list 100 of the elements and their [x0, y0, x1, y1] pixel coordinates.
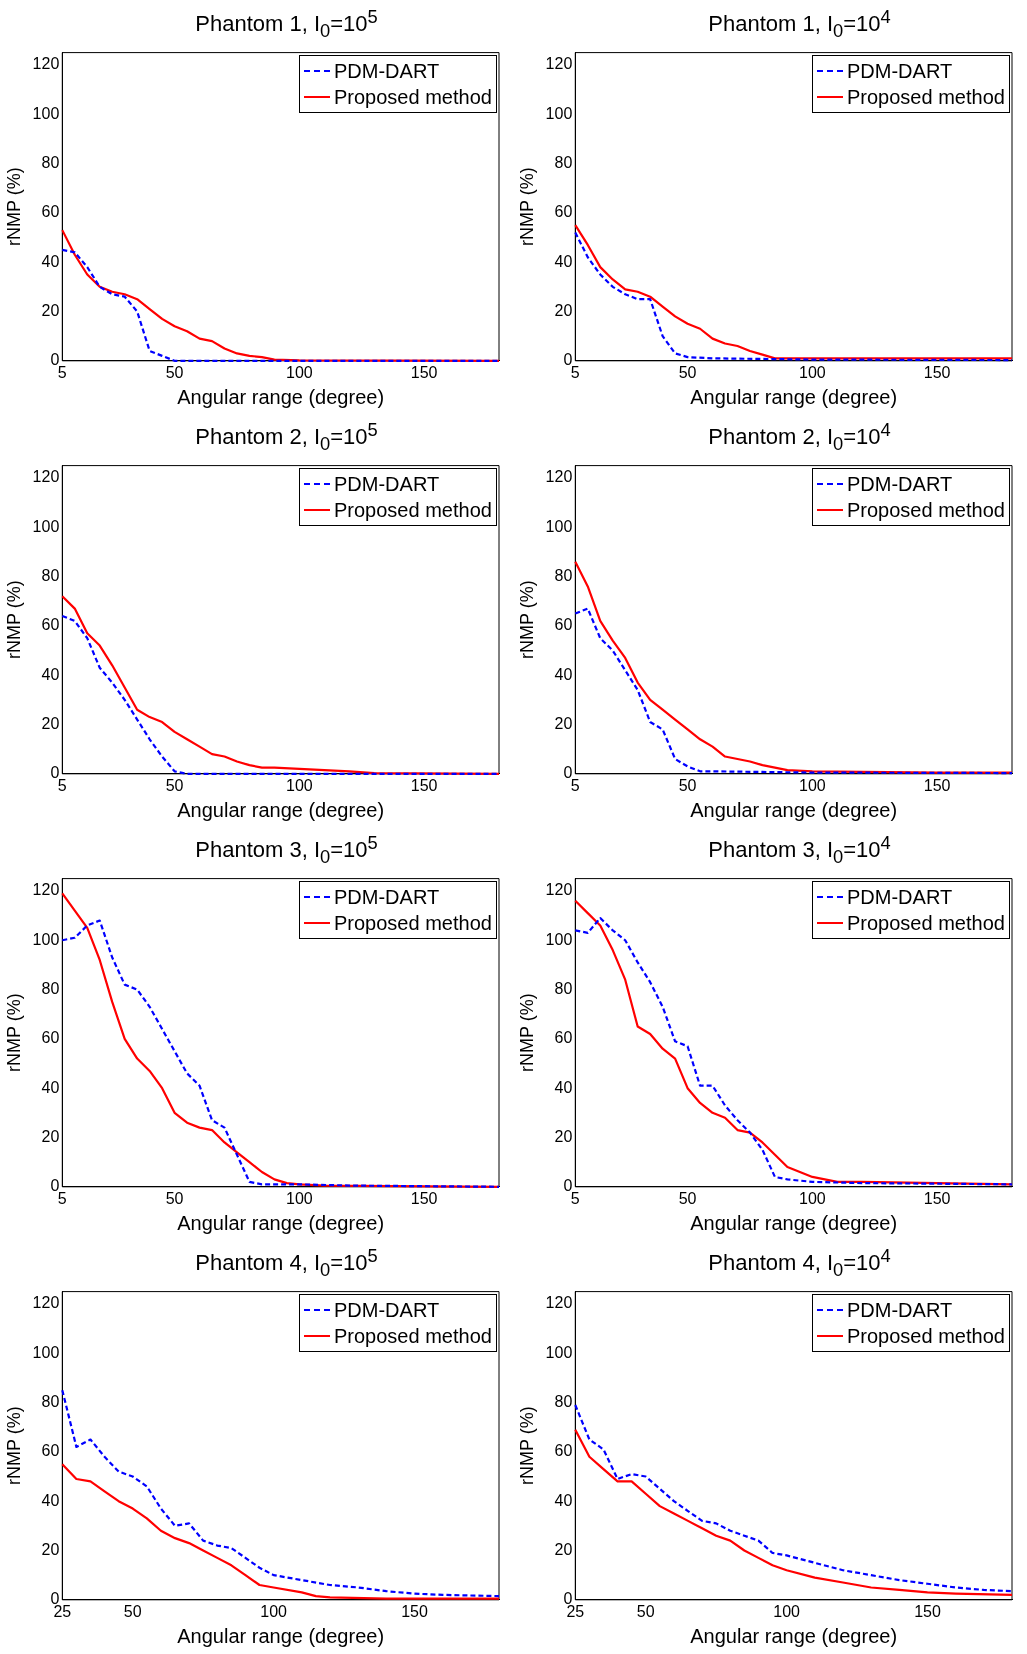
y-tick-label: 20	[41, 1540, 60, 1558]
legend-label: PDM-DART	[847, 58, 953, 84]
y-tick-label: 0	[563, 764, 573, 782]
chart-title: Phantom 1, I$_{0}$=10$^{4}$	[707, 6, 892, 42]
y-tick-label: 20	[41, 714, 60, 732]
x-tick-label: 150	[923, 776, 951, 794]
legend-label: Proposed method	[334, 910, 492, 936]
x-tick-label: 100	[260, 1602, 288, 1620]
y-tick-label: 80	[554, 153, 573, 171]
y-tick-label: 20	[41, 301, 60, 319]
y-tick-label: 120	[545, 468, 573, 486]
legend-label: Proposed method	[334, 497, 492, 523]
y-tick-label: 120	[545, 881, 573, 899]
y-axis-title: rNMP (%)	[516, 993, 537, 1073]
y-tick-label: 40	[41, 1078, 60, 1096]
y-tick-label: 80	[554, 1392, 573, 1410]
y-tick-label: 80	[41, 566, 60, 584]
x-tick-label: 150	[410, 363, 438, 381]
chart-title: Phantom 1, I$_{0}$=10$^{5}$	[194, 6, 379, 42]
y-tick-label: 20	[41, 1127, 60, 1145]
y-tick-label: 80	[41, 1392, 60, 1410]
y-tick-label: 40	[554, 1078, 573, 1096]
legend-label: PDM-DART	[334, 58, 440, 84]
y-tick-label: 100	[32, 930, 60, 948]
x-tick-label: 100	[286, 1189, 313, 1207]
y-tick-label: 120	[32, 55, 60, 73]
y-axis-title: rNMP (%)	[516, 1406, 537, 1486]
legend-label: PDM-DART	[847, 884, 953, 910]
x-tick-label: 150	[410, 776, 438, 794]
x-tick-label: 50	[165, 363, 184, 381]
y-tick-label: 100	[32, 1343, 60, 1361]
x-tick-label: 150	[401, 1602, 428, 1620]
y-tick-label: 100	[545, 517, 573, 535]
x-tick-label: 50	[636, 1602, 655, 1620]
y-tick-label: 20	[554, 301, 573, 319]
x-tick-label: 150	[410, 1189, 438, 1207]
y-axis-title: rNMP (%)	[516, 167, 537, 247]
legend-label: Proposed method	[334, 1323, 492, 1349]
x-tick-label: 100	[286, 363, 313, 381]
x-tick-label: 150	[923, 363, 951, 381]
y-tick-label: 20	[554, 1540, 573, 1558]
y-tick-label: 60	[554, 616, 573, 634]
y-tick-label: 100	[545, 104, 573, 122]
x-axis-title: Angular range (degree)	[177, 1624, 385, 1647]
y-tick-label: 60	[554, 1029, 573, 1047]
chart-title: Phantom 2, I$_{0}$=10$^{4}$	[707, 419, 892, 455]
y-tick-label: 80	[554, 979, 573, 997]
y-axis-title: rNMP (%)	[3, 580, 24, 660]
y-tick-label: 120	[32, 1294, 60, 1312]
legend-label: Proposed method	[847, 910, 1005, 936]
x-axis-title: Angular range (degree)	[177, 385, 385, 408]
x-tick-label: 100	[286, 776, 313, 794]
y-tick-label: 60	[41, 1029, 60, 1047]
y-tick-label: 120	[32, 468, 60, 486]
y-tick-label: 40	[554, 665, 573, 683]
y-tick-label: 100	[545, 1343, 573, 1361]
legend-label: PDM-DART	[847, 1297, 953, 1323]
x-tick-label: 100	[799, 1189, 826, 1207]
x-tick-label: 50	[678, 363, 697, 381]
x-tick-label: 50	[678, 1189, 697, 1207]
y-axis-title: rNMP (%)	[516, 580, 537, 660]
x-axis-title: Angular range (degree)	[690, 1624, 898, 1647]
x-tick-label: 100	[799, 363, 826, 381]
chart-title: Phantom 4, I$_{0}$=10$^{5}$	[194, 1245, 379, 1281]
x-tick-label: 5	[57, 1189, 67, 1207]
y-tick-label: 100	[545, 930, 573, 948]
y-tick-label: 80	[41, 153, 60, 171]
x-tick-label: 50	[165, 1189, 184, 1207]
legend-label: Proposed method	[847, 1323, 1005, 1349]
x-tick-label: 50	[678, 776, 697, 794]
x-tick-label: 100	[799, 776, 826, 794]
y-tick-label: 60	[41, 1442, 60, 1460]
y-tick-label: 60	[41, 616, 60, 634]
x-tick-label: 5	[57, 776, 67, 794]
y-tick-label: 60	[41, 203, 60, 221]
y-tick-label: 120	[32, 881, 60, 899]
x-tick-label: 150	[914, 1602, 941, 1620]
y-axis-title: rNMP (%)	[3, 1406, 24, 1486]
y-axis-title: rNMP (%)	[3, 993, 24, 1073]
x-tick-label: 50	[165, 776, 184, 794]
x-tick-label: 100	[773, 1602, 801, 1620]
legend-label: Proposed method	[847, 84, 1005, 110]
legend-label: PDM-DART	[334, 884, 440, 910]
chart-title: Phantom 2, I$_{0}$=10$^{5}$	[194, 419, 379, 455]
x-axis-title: Angular range (degree)	[177, 798, 385, 821]
y-tick-label: 40	[554, 1491, 573, 1509]
x-axis-title: Angular range (degree)	[177, 1211, 385, 1234]
y-tick-label: 0	[50, 351, 60, 369]
y-tick-label: 40	[41, 252, 60, 270]
legend-label: PDM-DART	[847, 471, 953, 497]
y-tick-label: 0	[50, 1177, 60, 1195]
y-tick-label: 80	[554, 566, 573, 584]
chart-title: Phantom 4, I$_{0}$=10$^{4}$	[707, 1245, 892, 1281]
y-tick-label: 20	[554, 714, 573, 732]
legend-label: Proposed method	[334, 84, 492, 110]
y-tick-label: 60	[554, 203, 573, 221]
y-tick-label: 20	[554, 1127, 573, 1145]
y-tick-label: 0	[563, 1177, 573, 1195]
y-tick-label: 0	[50, 764, 60, 782]
x-axis-title: Angular range (degree)	[690, 798, 898, 821]
